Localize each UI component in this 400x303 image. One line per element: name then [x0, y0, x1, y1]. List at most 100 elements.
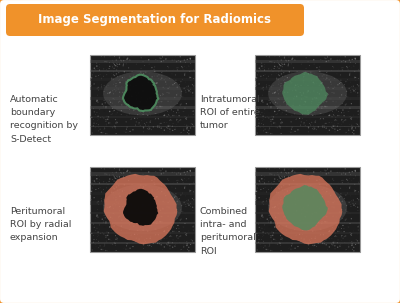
Circle shape: [112, 110, 114, 111]
Circle shape: [304, 210, 305, 211]
Circle shape: [282, 228, 283, 229]
Circle shape: [141, 211, 142, 212]
Circle shape: [273, 242, 274, 243]
Circle shape: [273, 122, 274, 124]
Circle shape: [158, 217, 159, 218]
Circle shape: [140, 241, 141, 242]
Circle shape: [337, 70, 338, 72]
Circle shape: [345, 61, 346, 62]
Circle shape: [319, 184, 320, 185]
Bar: [255, 70, 360, 72]
Circle shape: [153, 58, 154, 59]
Circle shape: [352, 171, 353, 172]
Circle shape: [299, 105, 300, 106]
Circle shape: [141, 120, 142, 121]
Circle shape: [256, 80, 257, 81]
Circle shape: [303, 193, 304, 194]
Circle shape: [156, 203, 157, 205]
Circle shape: [306, 96, 308, 98]
Circle shape: [142, 126, 143, 127]
Circle shape: [283, 218, 284, 219]
Circle shape: [258, 239, 260, 240]
Circle shape: [191, 91, 192, 92]
Circle shape: [328, 208, 329, 209]
Circle shape: [109, 66, 110, 67]
Circle shape: [124, 77, 125, 78]
Circle shape: [184, 116, 186, 117]
Circle shape: [334, 240, 335, 241]
Circle shape: [318, 58, 319, 59]
Circle shape: [168, 206, 170, 208]
Circle shape: [96, 123, 97, 124]
Circle shape: [139, 219, 140, 220]
Circle shape: [180, 119, 181, 120]
Circle shape: [263, 89, 264, 91]
Circle shape: [324, 57, 326, 58]
Circle shape: [273, 234, 274, 235]
Circle shape: [112, 244, 113, 245]
Circle shape: [342, 109, 344, 111]
Circle shape: [279, 126, 281, 128]
Circle shape: [106, 123, 107, 125]
Circle shape: [286, 215, 287, 216]
Circle shape: [316, 76, 318, 77]
Circle shape: [130, 69, 131, 70]
Circle shape: [138, 187, 140, 188]
Circle shape: [329, 122, 330, 123]
Circle shape: [189, 71, 190, 72]
Circle shape: [168, 114, 169, 115]
Circle shape: [114, 168, 115, 169]
Circle shape: [297, 198, 298, 199]
Circle shape: [341, 61, 342, 62]
Circle shape: [269, 205, 270, 206]
Circle shape: [276, 127, 277, 128]
Circle shape: [290, 125, 291, 127]
Circle shape: [189, 190, 190, 192]
Circle shape: [185, 118, 186, 119]
Circle shape: [351, 241, 352, 242]
Circle shape: [337, 130, 338, 131]
Circle shape: [181, 96, 182, 97]
Circle shape: [258, 83, 260, 85]
Circle shape: [337, 231, 339, 232]
Circle shape: [155, 116, 156, 117]
Circle shape: [315, 115, 316, 116]
Circle shape: [351, 117, 352, 118]
Circle shape: [105, 235, 106, 236]
Circle shape: [283, 202, 284, 204]
Circle shape: [124, 190, 125, 191]
Circle shape: [183, 227, 184, 228]
Circle shape: [277, 113, 278, 114]
Circle shape: [130, 204, 131, 205]
Circle shape: [141, 94, 142, 95]
Circle shape: [113, 63, 114, 64]
Circle shape: [131, 95, 132, 97]
Circle shape: [314, 186, 315, 187]
Circle shape: [288, 216, 289, 217]
Circle shape: [297, 71, 298, 72]
Circle shape: [303, 92, 304, 93]
Circle shape: [139, 189, 140, 190]
Circle shape: [136, 98, 137, 100]
Circle shape: [347, 111, 348, 112]
Circle shape: [334, 78, 335, 79]
Circle shape: [262, 116, 264, 117]
Circle shape: [342, 202, 343, 204]
Circle shape: [112, 108, 113, 109]
Circle shape: [287, 92, 288, 93]
Circle shape: [115, 200, 116, 201]
Circle shape: [129, 96, 130, 97]
Circle shape: [265, 187, 266, 188]
Circle shape: [269, 91, 270, 92]
Circle shape: [334, 245, 336, 247]
Circle shape: [104, 62, 105, 63]
Circle shape: [332, 125, 334, 127]
Circle shape: [184, 223, 186, 224]
Circle shape: [314, 127, 315, 128]
Circle shape: [138, 208, 139, 209]
Circle shape: [175, 80, 176, 81]
Circle shape: [264, 64, 265, 65]
Circle shape: [314, 128, 315, 129]
Circle shape: [307, 199, 308, 200]
Circle shape: [112, 191, 113, 192]
